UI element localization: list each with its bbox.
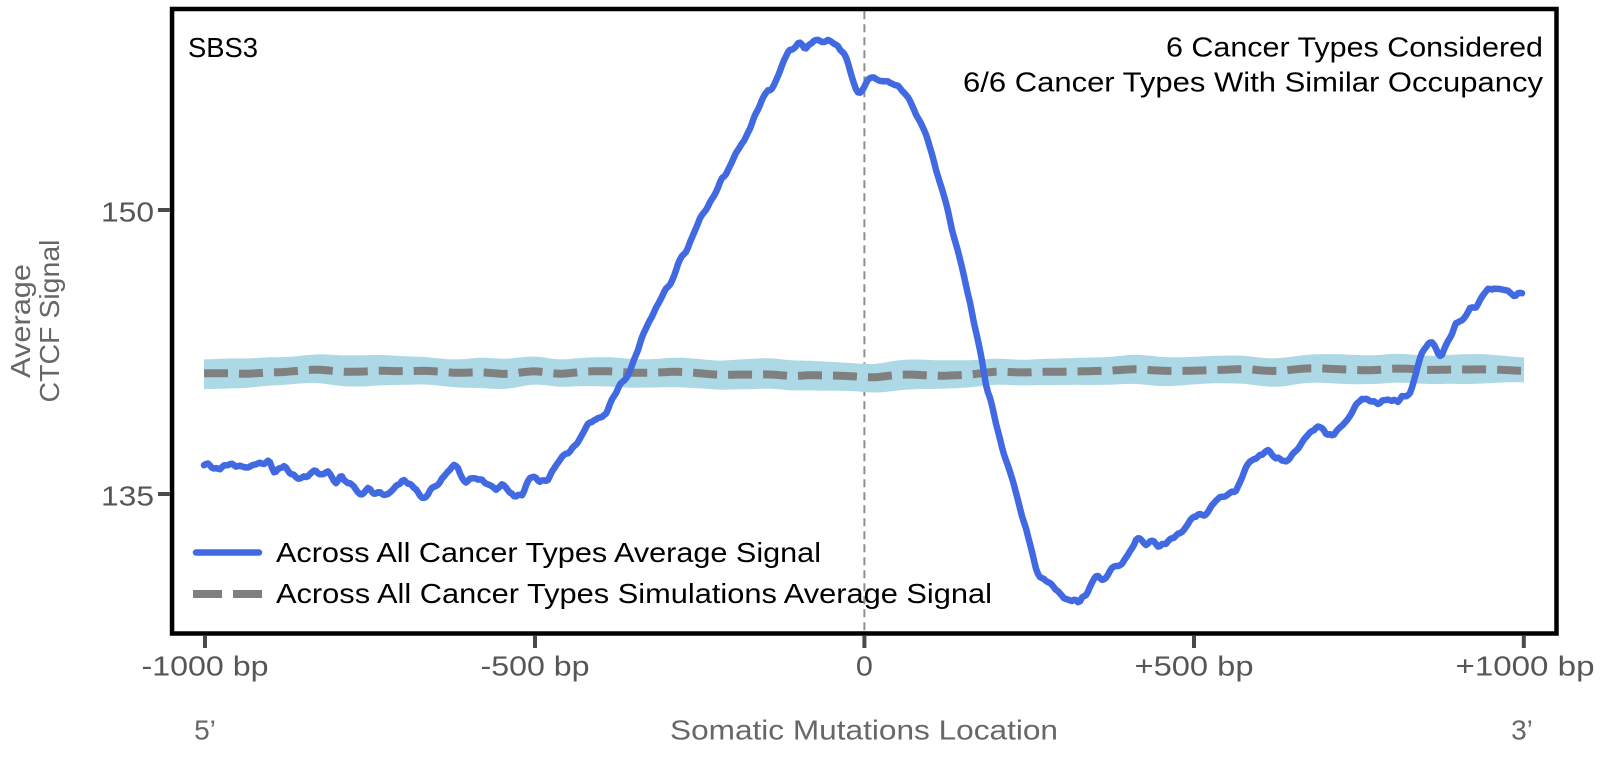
svg-text:0: 0	[856, 651, 873, 682]
svg-text:-1000 bp: -1000 bp	[142, 651, 269, 682]
svg-text:Average: Average	[5, 264, 36, 378]
svg-text:CTCF Signal: CTCF Signal	[34, 240, 65, 403]
svg-text:6 Cancer Types Considered: 6 Cancer Types Considered	[1166, 31, 1543, 62]
svg-text:150: 150	[101, 197, 154, 228]
svg-text:-500 bp: -500 bp	[481, 651, 590, 682]
svg-text:135: 135	[101, 481, 154, 512]
svg-text:Across All Cancer Types Simula: Across All Cancer Types Simulations Aver…	[276, 578, 992, 609]
svg-text:Somatic Mutations Location: Somatic Mutations Location	[670, 715, 1058, 746]
svg-text:+500 bp: +500 bp	[1135, 651, 1254, 682]
svg-text:6/6 Cancer Types With Similar: 6/6 Cancer Types With Similar Occupancy	[963, 66, 1543, 97]
svg-text:5’: 5’	[194, 715, 216, 746]
svg-text:SBS3: SBS3	[188, 32, 258, 63]
svg-text:Across All Cancer Types Averag: Across All Cancer Types Average Signal	[276, 537, 821, 568]
svg-text:+1000 bp: +1000 bp	[1456, 651, 1595, 682]
svg-text:3’: 3’	[1511, 715, 1533, 746]
